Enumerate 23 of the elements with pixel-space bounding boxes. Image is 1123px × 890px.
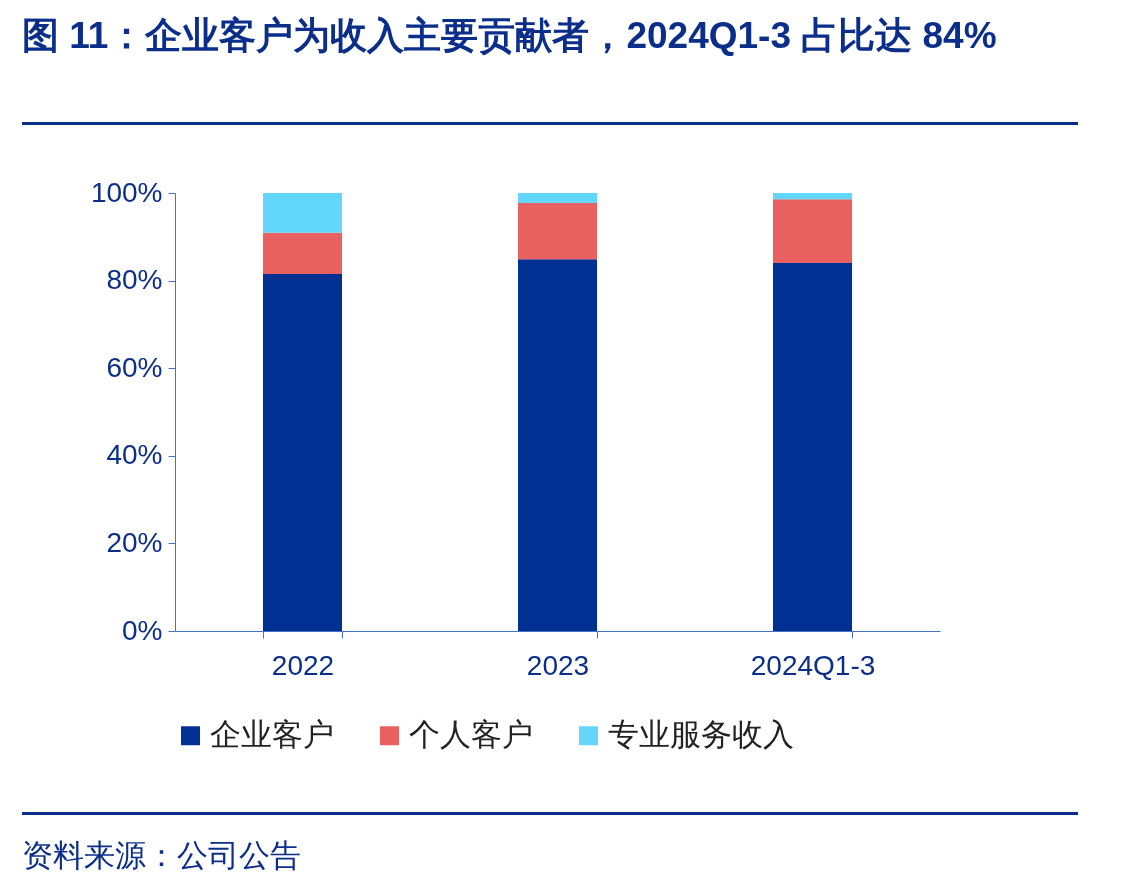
y-tick-label: 20%: [106, 526, 163, 558]
legend-label: 专业服务收入: [608, 716, 794, 752]
x-tick-label: 2023: [526, 649, 590, 681]
y-tick-label: 100%: [90, 176, 163, 208]
legend-label: 企业客户: [210, 716, 334, 752]
bar: [517, 193, 598, 204]
x-tick-label: 2024Q1-3: [750, 649, 876, 681]
bar: [772, 193, 853, 200]
bar: [772, 199, 853, 264]
y-tick-label: 0%: [122, 614, 163, 646]
bar: [262, 193, 343, 233]
bar: [262, 274, 343, 631]
legend-label: 个人客户: [409, 716, 533, 752]
y-tick-label: 40%: [106, 439, 163, 471]
x-tick-label: 2022: [271, 649, 335, 681]
bar: [517, 203, 598, 260]
bar: [517, 259, 598, 631]
bar: [262, 232, 343, 275]
bar: [772, 263, 853, 631]
chart-title: 图 11：企业客户为收入主要贡献者，2024Q1-3 占比达 84%: [22, 14, 998, 58]
text: 资料来源：公司公告: [22, 837, 301, 875]
y-tick-label: 60%: [106, 351, 163, 383]
y-tick-label: 80%: [106, 264, 163, 296]
